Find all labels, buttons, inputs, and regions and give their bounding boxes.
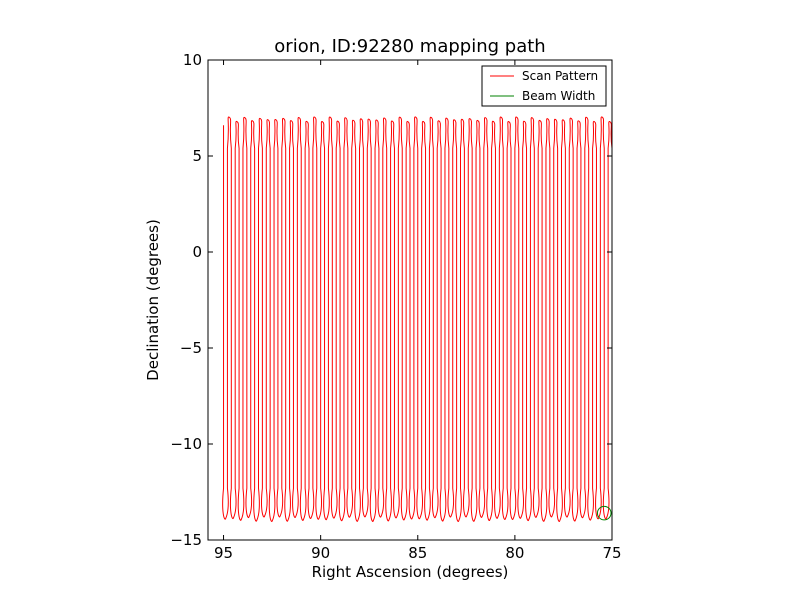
y-axis-label: Declination (degrees) bbox=[144, 219, 162, 381]
y-tick-label: 10 bbox=[183, 51, 202, 69]
y-tick-label: −5 bbox=[180, 339, 202, 357]
legend-beam-width-label: Beam Width bbox=[522, 89, 595, 103]
x-tick-label: 80 bbox=[505, 544, 524, 562]
legend-scan-pattern-label: Scan Pattern bbox=[522, 69, 598, 83]
legend-box bbox=[481, 65, 607, 107]
y-tick-label: 5 bbox=[192, 147, 202, 165]
legend: Scan Pattern Beam Width bbox=[481, 65, 607, 107]
y-tick-label: −15 bbox=[170, 531, 202, 549]
y-tick-label: −10 bbox=[170, 435, 202, 453]
scan-pattern-line bbox=[222, 116, 612, 522]
y-axis: 10 5 0 −5 −10 −15 bbox=[170, 51, 612, 549]
x-axis: 95 90 85 80 75 bbox=[214, 60, 622, 562]
x-axis-label: Right Ascension (degrees) bbox=[312, 563, 509, 581]
y-tick-label: 0 bbox=[192, 243, 202, 261]
x-tick-label: 85 bbox=[408, 544, 427, 562]
x-tick-label: 90 bbox=[311, 544, 330, 562]
x-tick-label: 95 bbox=[214, 544, 233, 562]
beam-width-circle bbox=[596, 505, 612, 521]
beam-width-layer bbox=[596, 505, 612, 521]
x-tick-label: 75 bbox=[602, 544, 621, 562]
scan-pattern-layer bbox=[222, 116, 612, 522]
chart-title: orion, ID:92280 mapping path bbox=[274, 36, 545, 57]
plot-frame bbox=[207, 59, 613, 541]
